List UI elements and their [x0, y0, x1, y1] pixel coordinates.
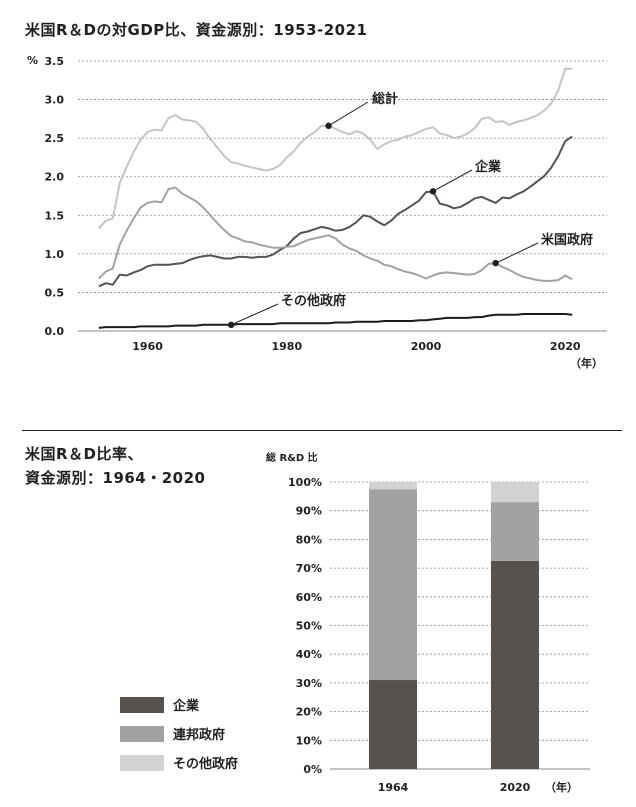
annotation-business-leader: [432, 169, 473, 192]
legend-business-swatch: [120, 697, 164, 713]
y-axis-unit: %: [27, 54, 38, 67]
x-tick-label: 1980: [272, 340, 303, 353]
bar-y-tick-label: 100%: [288, 476, 322, 489]
bar-segment-other-gov-1964: [369, 482, 417, 490]
bar-chart-title-line2: 資金源別：1964・2020: [25, 469, 206, 487]
line-chart-x-ticks: 1960 1980 2000 2020: [132, 340, 581, 353]
annotation-total-leader: [328, 101, 369, 127]
bar-x-tick-label: 2020: [500, 781, 531, 794]
series-other-gov-line: [98, 313, 573, 329]
y-tick-label: 3.0: [45, 94, 65, 107]
bar-segment-federal-1964: [369, 489, 417, 681]
legend-federal-label: 連邦政府: [173, 727, 225, 743]
legend-other-gov-label: その他政府: [173, 756, 238, 772]
series-total-line: [98, 67, 573, 230]
legend-other-gov-swatch: [120, 755, 164, 771]
annotation-total-label: 総計: [372, 91, 398, 107]
bar-y-tick-label: 20%: [296, 706, 322, 719]
bar-x-tick-label: 1964: [378, 781, 409, 794]
x-tick-label: 2000: [411, 340, 442, 353]
y-tick-label: 1.5: [45, 209, 65, 222]
bar-chart-y-ticks: 0% 10% 20% 30% 40% 50% 60% 70% 80% 90% 100%: [288, 476, 322, 776]
section-divider: [22, 430, 622, 431]
bar-y-tick-label: 70%: [296, 562, 322, 575]
y-tick-label: 2.0: [45, 171, 65, 184]
bar-y-tick-label: 30%: [296, 677, 322, 690]
annotation-business-dot: [429, 188, 437, 195]
bar-segment-business-2020: [491, 560, 539, 769]
bar-segment-federal-2020: [491, 502, 539, 561]
y-tick-label: 0.5: [45, 286, 65, 299]
bar-x-axis-unit: （年）: [545, 780, 578, 794]
y-tick-label: 3.5: [45, 55, 65, 68]
series-business-line: [98, 135, 573, 288]
x-tick-label: 2020: [550, 340, 581, 353]
legend-federal-swatch: [120, 726, 164, 742]
bar-y-axis-label: 総 R&D 比: [266, 451, 318, 464]
x-axis-unit: （年）: [570, 356, 603, 370]
bar-y-tick-label: 0%: [303, 763, 322, 776]
line-chart-grid: [78, 60, 607, 332]
annotation-business-label: 企業: [474, 159, 502, 175]
bar-y-tick-label: 60%: [296, 591, 322, 604]
line-chart-title: 米国R＆Dの対GDP比、資金源別：1953-2021: [25, 21, 368, 39]
legend-business-label: 企業: [172, 698, 200, 714]
bar-y-tick-label: 10%: [296, 734, 322, 747]
bar-y-tick-label: 50%: [296, 620, 322, 633]
y-tick-label: 2.5: [45, 132, 65, 145]
y-tick-label: 0.0: [45, 325, 65, 338]
bar-y-tick-label: 40%: [296, 648, 322, 661]
line-chart: % 0.0 0.5 1.0 1.5 2.0 2.5 3.0 3.5 1960 1980 2000 2…: [27, 54, 607, 370]
annotation-other-gov-leader: [230, 303, 279, 326]
bar-y-tick-label: 80%: [296, 533, 322, 546]
bar-chart-x-ticks: 1964 2020: [378, 781, 531, 794]
bar-segment-business-1964: [369, 680, 417, 769]
annotation-federal-dot: [492, 259, 499, 267]
bar-chart-title-line1: 米国R＆D比率、: [25, 445, 144, 463]
annotation-other-gov-label: その他政府: [281, 293, 346, 309]
line-chart-y-ticks: 0.0 0.5 1.0 1.5 2.0 2.5 3.0 3.5: [45, 55, 65, 338]
bar-y-tick-label: 90%: [296, 505, 322, 518]
annotation-federal-label: 米国政府: [541, 232, 593, 248]
bar-chart-grid: [330, 481, 590, 770]
bar-chart-bars: [369, 482, 539, 769]
annotation-total-dot: [325, 122, 332, 129]
annotation-other-gov-dot: [227, 321, 235, 329]
y-tick-label: 1.0: [45, 248, 65, 261]
bar-segment-other-gov-2020: [491, 482, 539, 503]
annotation-federal-leader: [495, 242, 539, 264]
x-tick-label: 1960: [132, 340, 163, 353]
bar-chart-title: 米国R＆D比率、 資金源別：1964・2020: [25, 442, 206, 490]
